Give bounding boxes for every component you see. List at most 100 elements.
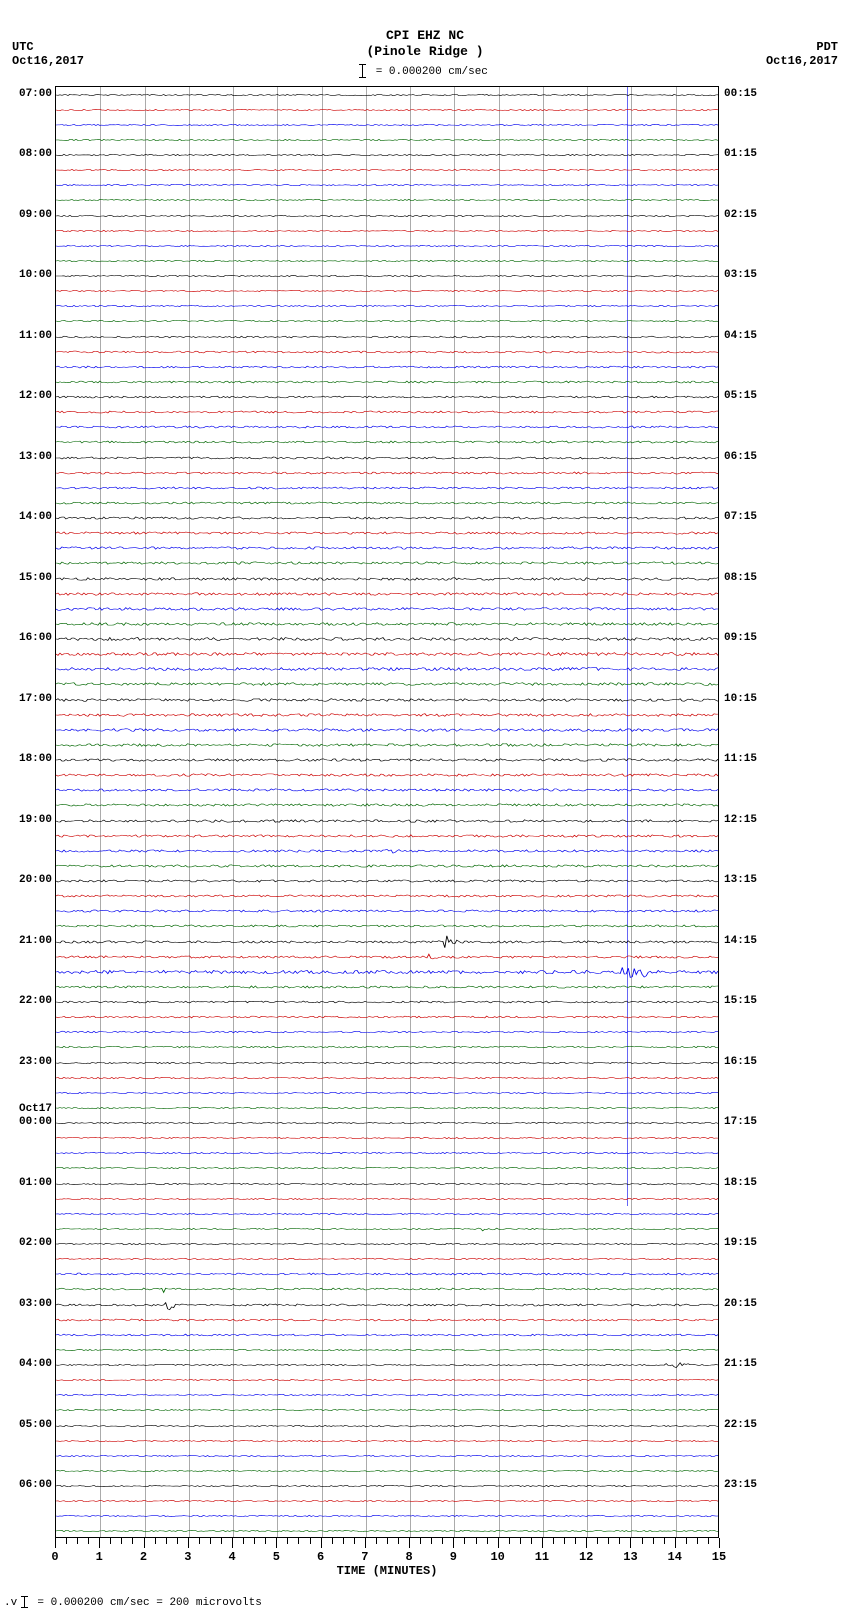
local-hour-label: 11:15 [724, 754, 784, 765]
x-axis: TIME (MINUTES) 0123456789101112131415 [55, 1538, 719, 1582]
utc-hour-label: 06:00 [0, 1480, 52, 1491]
seismic-trace [56, 972, 718, 973]
seismic-trace [56, 1456, 718, 1457]
x-tick-label: 9 [450, 1550, 457, 1564]
utc-hour-label: 10:00 [0, 270, 52, 281]
seismic-trace [56, 1153, 718, 1154]
utc-hour-label: 20:00 [0, 875, 52, 886]
seismic-trace [56, 1002, 718, 1003]
local-hour-label: 00:15 [724, 89, 784, 100]
tz-right-label: PDT [766, 40, 838, 54]
seismic-trace [56, 805, 718, 806]
tz-right-date: Oct16,2017 [766, 54, 838, 68]
seismic-trace [56, 987, 718, 988]
seismic-trace [56, 1108, 718, 1109]
x-tick-label: 7 [361, 1550, 368, 1564]
seismic-trace [56, 790, 718, 791]
seismic-trace [56, 95, 718, 96]
seismic-trace [56, 185, 718, 186]
tz-left-label: UTC [12, 40, 84, 54]
seismic-trace [56, 851, 718, 852]
utc-hour-labels: 07:0008:0009:0010:0011:0012:0013:0014:00… [0, 86, 52, 1538]
seismic-trace [56, 1335, 718, 1336]
seismic-trace [56, 488, 718, 489]
seismic-trace [56, 1274, 718, 1275]
local-hour-label: 07:15 [724, 512, 784, 523]
chart-header: CPI EHZ NC (Pinole Ridge ) [0, 28, 850, 59]
seismic-trace [56, 1501, 718, 1502]
utc-hour-label: 19:00 [0, 815, 52, 826]
seismic-trace [56, 1516, 718, 1517]
local-hour-label: 14:15 [724, 936, 784, 947]
seismic-trace [56, 1410, 718, 1411]
seismic-trace [56, 1017, 718, 1018]
x-tick-label: 0 [51, 1550, 58, 1564]
utc-hour-label: 01:00 [0, 1178, 52, 1189]
seismic-trace [56, 579, 718, 580]
seismic-trace [56, 1184, 718, 1185]
utc-hour-label: 11:00 [0, 331, 52, 342]
utc-hour-label: 23:00 [0, 1057, 52, 1068]
seismic-trace [56, 1395, 718, 1396]
seismic-trace [56, 563, 718, 564]
x-axis-title: TIME (MINUTES) [55, 1564, 719, 1578]
local-hour-label: 18:15 [724, 1178, 784, 1189]
seismic-trace [56, 125, 718, 126]
seismic-trace [56, 1320, 718, 1321]
seismic-trace [56, 382, 718, 383]
utc-hour-label: 17:00 [0, 694, 52, 705]
tz-left-date: Oct16,2017 [12, 54, 84, 68]
seismic-trace [56, 291, 718, 292]
seismic-trace [56, 700, 718, 701]
seismic-trace [56, 745, 718, 746]
seismic-trace [56, 170, 718, 171]
local-hour-label: 17:15 [724, 1117, 784, 1128]
seismic-trace [56, 397, 718, 398]
local-hour-labels: 00:1501:1502:1503:1504:1505:1506:1507:15… [724, 86, 784, 1538]
seismic-trace [56, 458, 718, 459]
seismic-trace [56, 231, 718, 232]
seismogram-container: CPI EHZ NC (Pinole Ridge ) = 0.000200 cm… [0, 0, 850, 1613]
seismic-trace [56, 957, 718, 958]
seismic-trace [56, 533, 718, 534]
station-code: CPI EHZ NC [0, 28, 850, 44]
seismic-trace [56, 261, 718, 262]
seismic-trace [56, 821, 718, 822]
seismic-trace [56, 276, 718, 277]
seismic-trace [56, 1441, 718, 1442]
x-tick-label: 4 [228, 1550, 235, 1564]
local-hour-label: 22:15 [724, 1420, 784, 1431]
seismic-trace [56, 200, 718, 201]
seismic-trace [56, 715, 718, 716]
seismic-trace [56, 548, 718, 549]
utc-hour-label: 09:00 [0, 210, 52, 221]
seismic-trace [56, 1471, 718, 1472]
utc-hour-label: 21:00 [0, 936, 52, 947]
utc-hour-label: 04:00 [0, 1359, 52, 1370]
utc-hour-label: 02:00 [0, 1238, 52, 1249]
seismic-trace [56, 1289, 718, 1290]
local-hour-label: 12:15 [724, 815, 784, 826]
seismic-trace [56, 352, 718, 353]
seismic-trace [56, 140, 718, 141]
seismic-trace [56, 684, 718, 685]
x-tick-label: 10 [490, 1550, 504, 1564]
local-hour-label: 09:15 [724, 633, 784, 644]
seismic-trace [56, 624, 718, 625]
seismic-trace [56, 1199, 718, 1200]
local-hour-label: 02:15 [724, 210, 784, 221]
local-hour-label: 01:15 [724, 149, 784, 160]
seismic-trace [56, 473, 718, 474]
footer-scale: .v = 0.000200 cm/sec = 200 microvolts [4, 1596, 262, 1609]
footer-text: = 0.000200 cm/sec = 200 microvolts [37, 1597, 261, 1609]
x-tick-label: 15 [712, 1550, 726, 1564]
utc-hour-label: 08:00 [0, 149, 52, 160]
utc-hour-label: 12:00 [0, 391, 52, 402]
seismic-trace [56, 1244, 718, 1245]
seismic-trace [56, 866, 718, 867]
seismic-trace [56, 896, 718, 897]
local-hour-label: 10:15 [724, 694, 784, 705]
seismic-trace [56, 1365, 718, 1366]
seismic-trace [56, 911, 718, 912]
seismic-trace [56, 442, 718, 443]
